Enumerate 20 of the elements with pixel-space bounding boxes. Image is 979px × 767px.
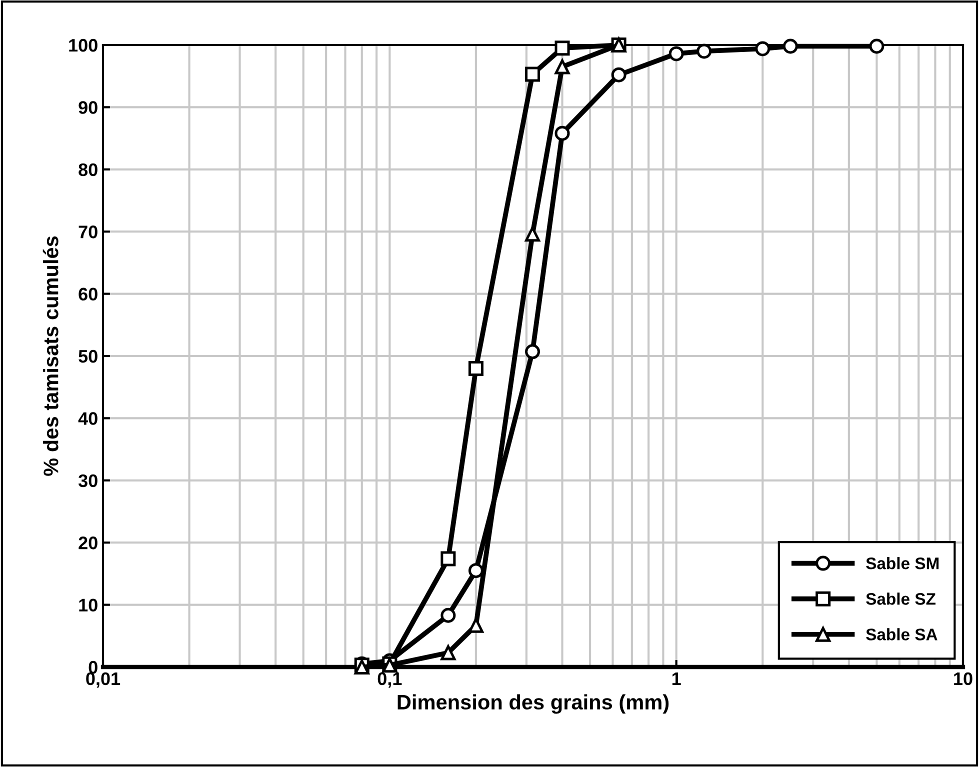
x-tick-label: 0,1 bbox=[378, 672, 402, 688]
legend-label: Sable SM bbox=[866, 557, 939, 570]
x-tick-label: 0,01 bbox=[86, 672, 120, 688]
y-tick-label: 90 bbox=[78, 101, 98, 114]
x-axis-title: Dimension des grains (mm) bbox=[398, 694, 669, 714]
y-tick-label: 50 bbox=[78, 350, 98, 363]
y-tick-label: 80 bbox=[78, 163, 98, 176]
y-tick-label: 40 bbox=[78, 412, 98, 425]
y-tick-label: 10 bbox=[79, 598, 98, 612]
y-tick-label: 70 bbox=[78, 226, 98, 238]
y-tick-label: 30 bbox=[78, 474, 98, 488]
x-tick-label: 1 bbox=[672, 672, 681, 685]
legend-label: Sable SA bbox=[866, 628, 938, 640]
y-tick-label: 100 bbox=[69, 38, 98, 52]
y-tick-label: 60 bbox=[78, 288, 98, 301]
y-tick-label: 0 bbox=[88, 660, 98, 674]
legend-label: Sable SZ bbox=[866, 592, 936, 605]
y-tick-label: 20 bbox=[78, 536, 98, 550]
x-tick-label: 10 bbox=[954, 672, 972, 686]
y-axis-title: % des tamisats cumulés bbox=[42, 236, 58, 476]
